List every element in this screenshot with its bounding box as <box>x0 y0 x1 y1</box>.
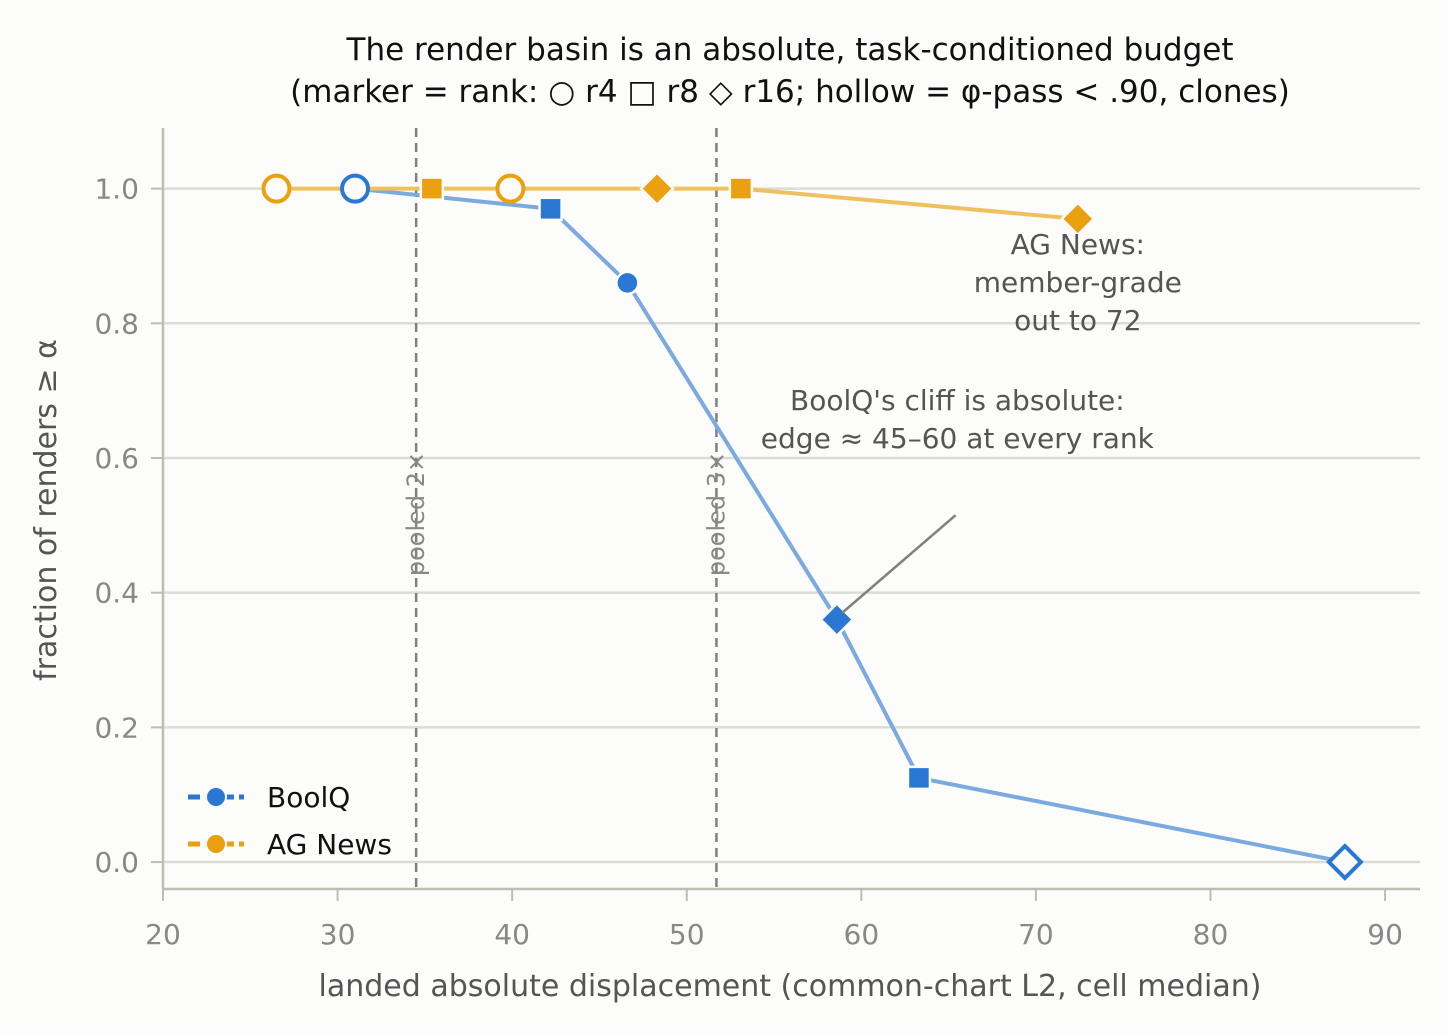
legend-swatch-marker <box>205 833 227 855</box>
x-tick-label: 40 <box>494 918 530 951</box>
data-point <box>495 173 526 204</box>
reference-lines: pooled 2× pooled 3× <box>402 128 730 889</box>
x-tick-label: 70 <box>1018 918 1054 951</box>
x-tick-label: 30 <box>320 918 356 951</box>
grid <box>163 187 1420 864</box>
data-point <box>419 176 445 201</box>
x-tick-label: 20 <box>145 918 181 951</box>
chart-subtitle: (marker = rank: ○ r4 □ r8 ◇ r16; hollow … <box>290 74 1290 110</box>
x-tick-label: 90 <box>1367 918 1403 951</box>
y-tick-label: 0.2 <box>94 711 139 744</box>
x-tick-label: 80 <box>1193 918 1229 951</box>
y-tick-label: 0.4 <box>94 577 139 610</box>
reference-line-label: pooled 3× <box>702 452 730 576</box>
x-tick-label: 60 <box>844 918 880 951</box>
annotation-line: out to 72 <box>1014 304 1141 337</box>
series-line <box>354 186 1346 865</box>
annotation-text: AG News: member-grade out to 72 <box>974 228 1182 337</box>
data-point <box>639 170 675 207</box>
data-point <box>340 173 371 204</box>
annotation-line: member-grade <box>974 266 1182 299</box>
y-tick-label: 1.0 <box>94 173 139 206</box>
y-tick-label: 0.8 <box>94 307 139 340</box>
x-axis-label: landed absolute displacement (common-cha… <box>319 969 1262 1004</box>
chart-title: The render basin is an absolute, task-co… <box>346 32 1234 68</box>
annotation-line: AG News: <box>1011 228 1145 261</box>
data-point <box>819 601 855 638</box>
annotation-line: edge ≈ 45–60 at every rank <box>761 422 1155 455</box>
axes: 0.0 0.2 0.4 0.6 0.8 1.0 20 30 40 50 60 70 80 90 <box>94 128 1420 951</box>
legend: BoolQ AG News <box>188 781 392 861</box>
data-point <box>728 176 754 201</box>
y-tick-label: 0.0 <box>94 846 139 879</box>
annotations: AG News: member-grade out to 72 BoolQ's cli… <box>761 228 1182 614</box>
legend-label: AG News <box>267 828 392 861</box>
data-point <box>1326 843 1364 881</box>
annotation-line: BoolQ's cliff is absolute: <box>790 384 1125 417</box>
data-point <box>906 765 932 791</box>
data-point <box>538 196 563 222</box>
data-point <box>615 270 640 296</box>
data-point <box>261 173 292 204</box>
x-tick-label: 50 <box>669 918 705 951</box>
annotation-arrow <box>841 514 957 614</box>
y-tick-label: 0.6 <box>94 442 139 475</box>
legend-label: BoolQ <box>267 781 350 814</box>
reference-line-label: pooled 2× <box>402 452 430 576</box>
y-axis-label: fraction of renders ≥ α <box>29 339 64 681</box>
series-line <box>276 186 1078 221</box>
data-point <box>1060 201 1096 237</box>
annotation-text: BoolQ's cliff is absolute: edge ≈ 45–60 a… <box>761 384 1155 455</box>
series <box>261 170 1364 881</box>
legend-swatch-marker <box>205 786 227 808</box>
